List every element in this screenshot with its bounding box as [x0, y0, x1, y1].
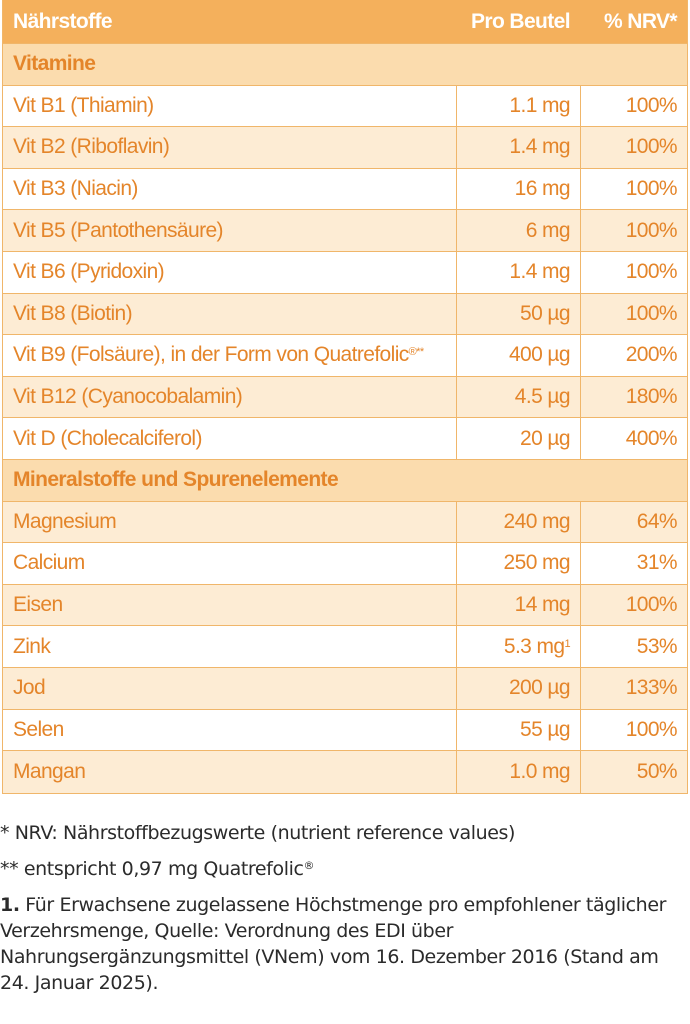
nutrient-amount: 1.1 mg: [456, 85, 580, 127]
section-header-vitamins: Vitamine: [3, 44, 687, 86]
nutrient-table: Nährstoffe Pro Beutel % NRV* Vitamine Vi…: [2, 0, 688, 794]
nutrient-nrv: 100%: [580, 210, 687, 251]
table-row: Jod 200 µg 133%: [3, 667, 687, 710]
nutrient-name: Vit B5 (Pantothensäure): [13, 218, 224, 242]
nutrient-amount: 1.0 mg: [456, 751, 580, 793]
nutrient-amount: 55 µg: [456, 709, 580, 751]
registered-mark: ®**: [408, 346, 424, 359]
header-per-sachet: Pro Beutel: [470, 9, 571, 33]
footnote-mark: 1: [564, 637, 570, 650]
amount-text: 5.3 mg: [503, 634, 565, 658]
table-row: Vit B1 (Thiamin) 1.1 mg 100%: [3, 85, 687, 128]
nutrient-nrv: 100%: [580, 584, 687, 626]
table-row: Vit B6 (Pyridoxin) 1.4 mg 100%: [3, 251, 687, 294]
nutrient-nrv: 100%: [580, 127, 687, 168]
nutrient-name: Vit B2 (Riboflavin): [13, 135, 170, 159]
nutrient-amount: 14 mg: [456, 584, 580, 626]
nutrient-name: Vit B12 (Cyanocobalamin): [13, 385, 243, 409]
table-row: Selen 55 µg 100%: [3, 709, 687, 752]
table-row: Calcium 250 mg 31%: [3, 543, 687, 585]
table-row: Vit B3 (Niacin) 16 mg 100%: [3, 168, 687, 211]
table-row: Vit B12 (Cyanocobalamin) 4.5 µg 180%: [3, 376, 687, 419]
header-nrv: % NRV*: [603, 9, 678, 33]
nutrient-amount: 4.5 µg: [456, 376, 580, 418]
table-header: Nährstoffe Pro Beutel % NRV*: [3, 0, 687, 44]
nutrient-amount: 400 µg: [456, 335, 580, 376]
nutrient-name: Mangan: [13, 759, 86, 783]
nutrient-name: Vit B3 (Niacin): [13, 177, 138, 201]
table-row: Mangan 1.0 mg 50%: [3, 751, 687, 793]
nutrient-name: Vit B6 (Pyridoxin): [13, 260, 165, 284]
nutrient-amount: 200 µg: [456, 667, 580, 709]
table-row: Vit D (Cholecalciferol) 20 µg 400%: [3, 418, 687, 460]
footnotes: * NRV: Nährstoffbezugswerte (nutrient re…: [0, 820, 690, 1006]
nutrient-nrv: 200%: [580, 335, 687, 376]
nutrient-amount: 5.3 mg 1: [456, 626, 580, 667]
table-row: Eisen 14 mg 100%: [3, 584, 687, 627]
quatrefolic-note: ** entspricht 0,97 mg Quatrefolic®: [0, 856, 690, 882]
footnote-1: 1. Für Erwachsene zugelassene Höchstmeng…: [0, 892, 690, 996]
table-row: Vit B5 (Pantothensäure) 6 mg 100%: [3, 210, 687, 252]
nutrient-nrv: 133%: [580, 667, 687, 709]
nutrient-name: Vit B9 (Folsäure), in der Form von Quatr…: [3, 335, 456, 376]
quatrefolic-note-text: ** entspricht 0,97 mg Quatrefolic: [0, 858, 304, 880]
nutrient-nrv: 64%: [580, 501, 687, 543]
nutrient-nrv: 100%: [580, 168, 687, 210]
table-row: Magnesium 240 mg 64%: [3, 501, 687, 544]
nutrient-name: Magnesium: [13, 509, 117, 533]
nutrient-nrv: 100%: [580, 293, 687, 335]
footnote-text: Für Erwachsene zugelassene Höchstmenge p…: [0, 894, 667, 994]
nutrient-name: Zink: [13, 634, 51, 658]
registered-mark: ®: [303, 859, 315, 872]
nutrient-name-text: Vit B9 (Folsäure), in der Form von Quatr…: [13, 343, 409, 367]
nutrient-amount: 50 µg: [456, 293, 580, 335]
nutrient-amount: 20 µg: [456, 418, 580, 459]
nutrient-nrv: 100%: [580, 251, 687, 293]
nutrient-nrv: 100%: [580, 709, 687, 751]
nutrient-amount: 250 mg: [456, 543, 580, 584]
nutrient-name: Eisen: [13, 593, 63, 617]
nutrient-nrv: 50%: [580, 751, 687, 793]
nutrient-nrv: 100%: [580, 85, 687, 127]
table-row: Vit B2 (Riboflavin) 1.4 mg 100%: [3, 127, 687, 169]
nutrient-name: Calcium: [13, 551, 85, 575]
nutrient-name: Vit B1 (Thiamin): [13, 93, 154, 117]
nutrient-nrv: 31%: [580, 543, 687, 584]
nutrient-name: Selen: [13, 717, 64, 741]
table-row: Vit B8 (Biotin) 50 µg 100%: [3, 293, 687, 336]
nutrient-nrv: 400%: [580, 418, 687, 459]
section-title: Mineralstoffe und Spurenelemente: [13, 468, 339, 492]
nutrient-amount: 16 mg: [456, 168, 580, 210]
nutrient-nrv: 53%: [580, 626, 687, 667]
nutrient-nrv: 180%: [580, 376, 687, 418]
nutrient-amount: 6 mg: [456, 210, 580, 251]
header-nutrients: Nährstoffe: [13, 9, 113, 33]
nutrient-name: Vit B8 (Biotin): [13, 301, 133, 325]
table-row: Vit B9 (Folsäure), in der Form von Quatr…: [3, 335, 687, 377]
nutrient-name: Jod: [13, 676, 46, 700]
footnote-number: 1.: [0, 894, 20, 916]
table-row: Zink 5.3 mg 1 53%: [3, 626, 687, 668]
nrv-note: * NRV: Nährstoffbezugswerte (nutrient re…: [0, 822, 516, 844]
nutrient-amount: 1.4 mg: [456, 251, 580, 293]
nutrient-amount: 1.4 mg: [456, 127, 580, 168]
nutrient-amount: 240 mg: [456, 501, 580, 543]
section-header-minerals: Mineralstoffe und Spurenelemente: [3, 459, 687, 502]
nutrient-name: Vit D (Cholecalciferol): [13, 426, 202, 450]
section-title: Vitamine: [13, 52, 96, 76]
